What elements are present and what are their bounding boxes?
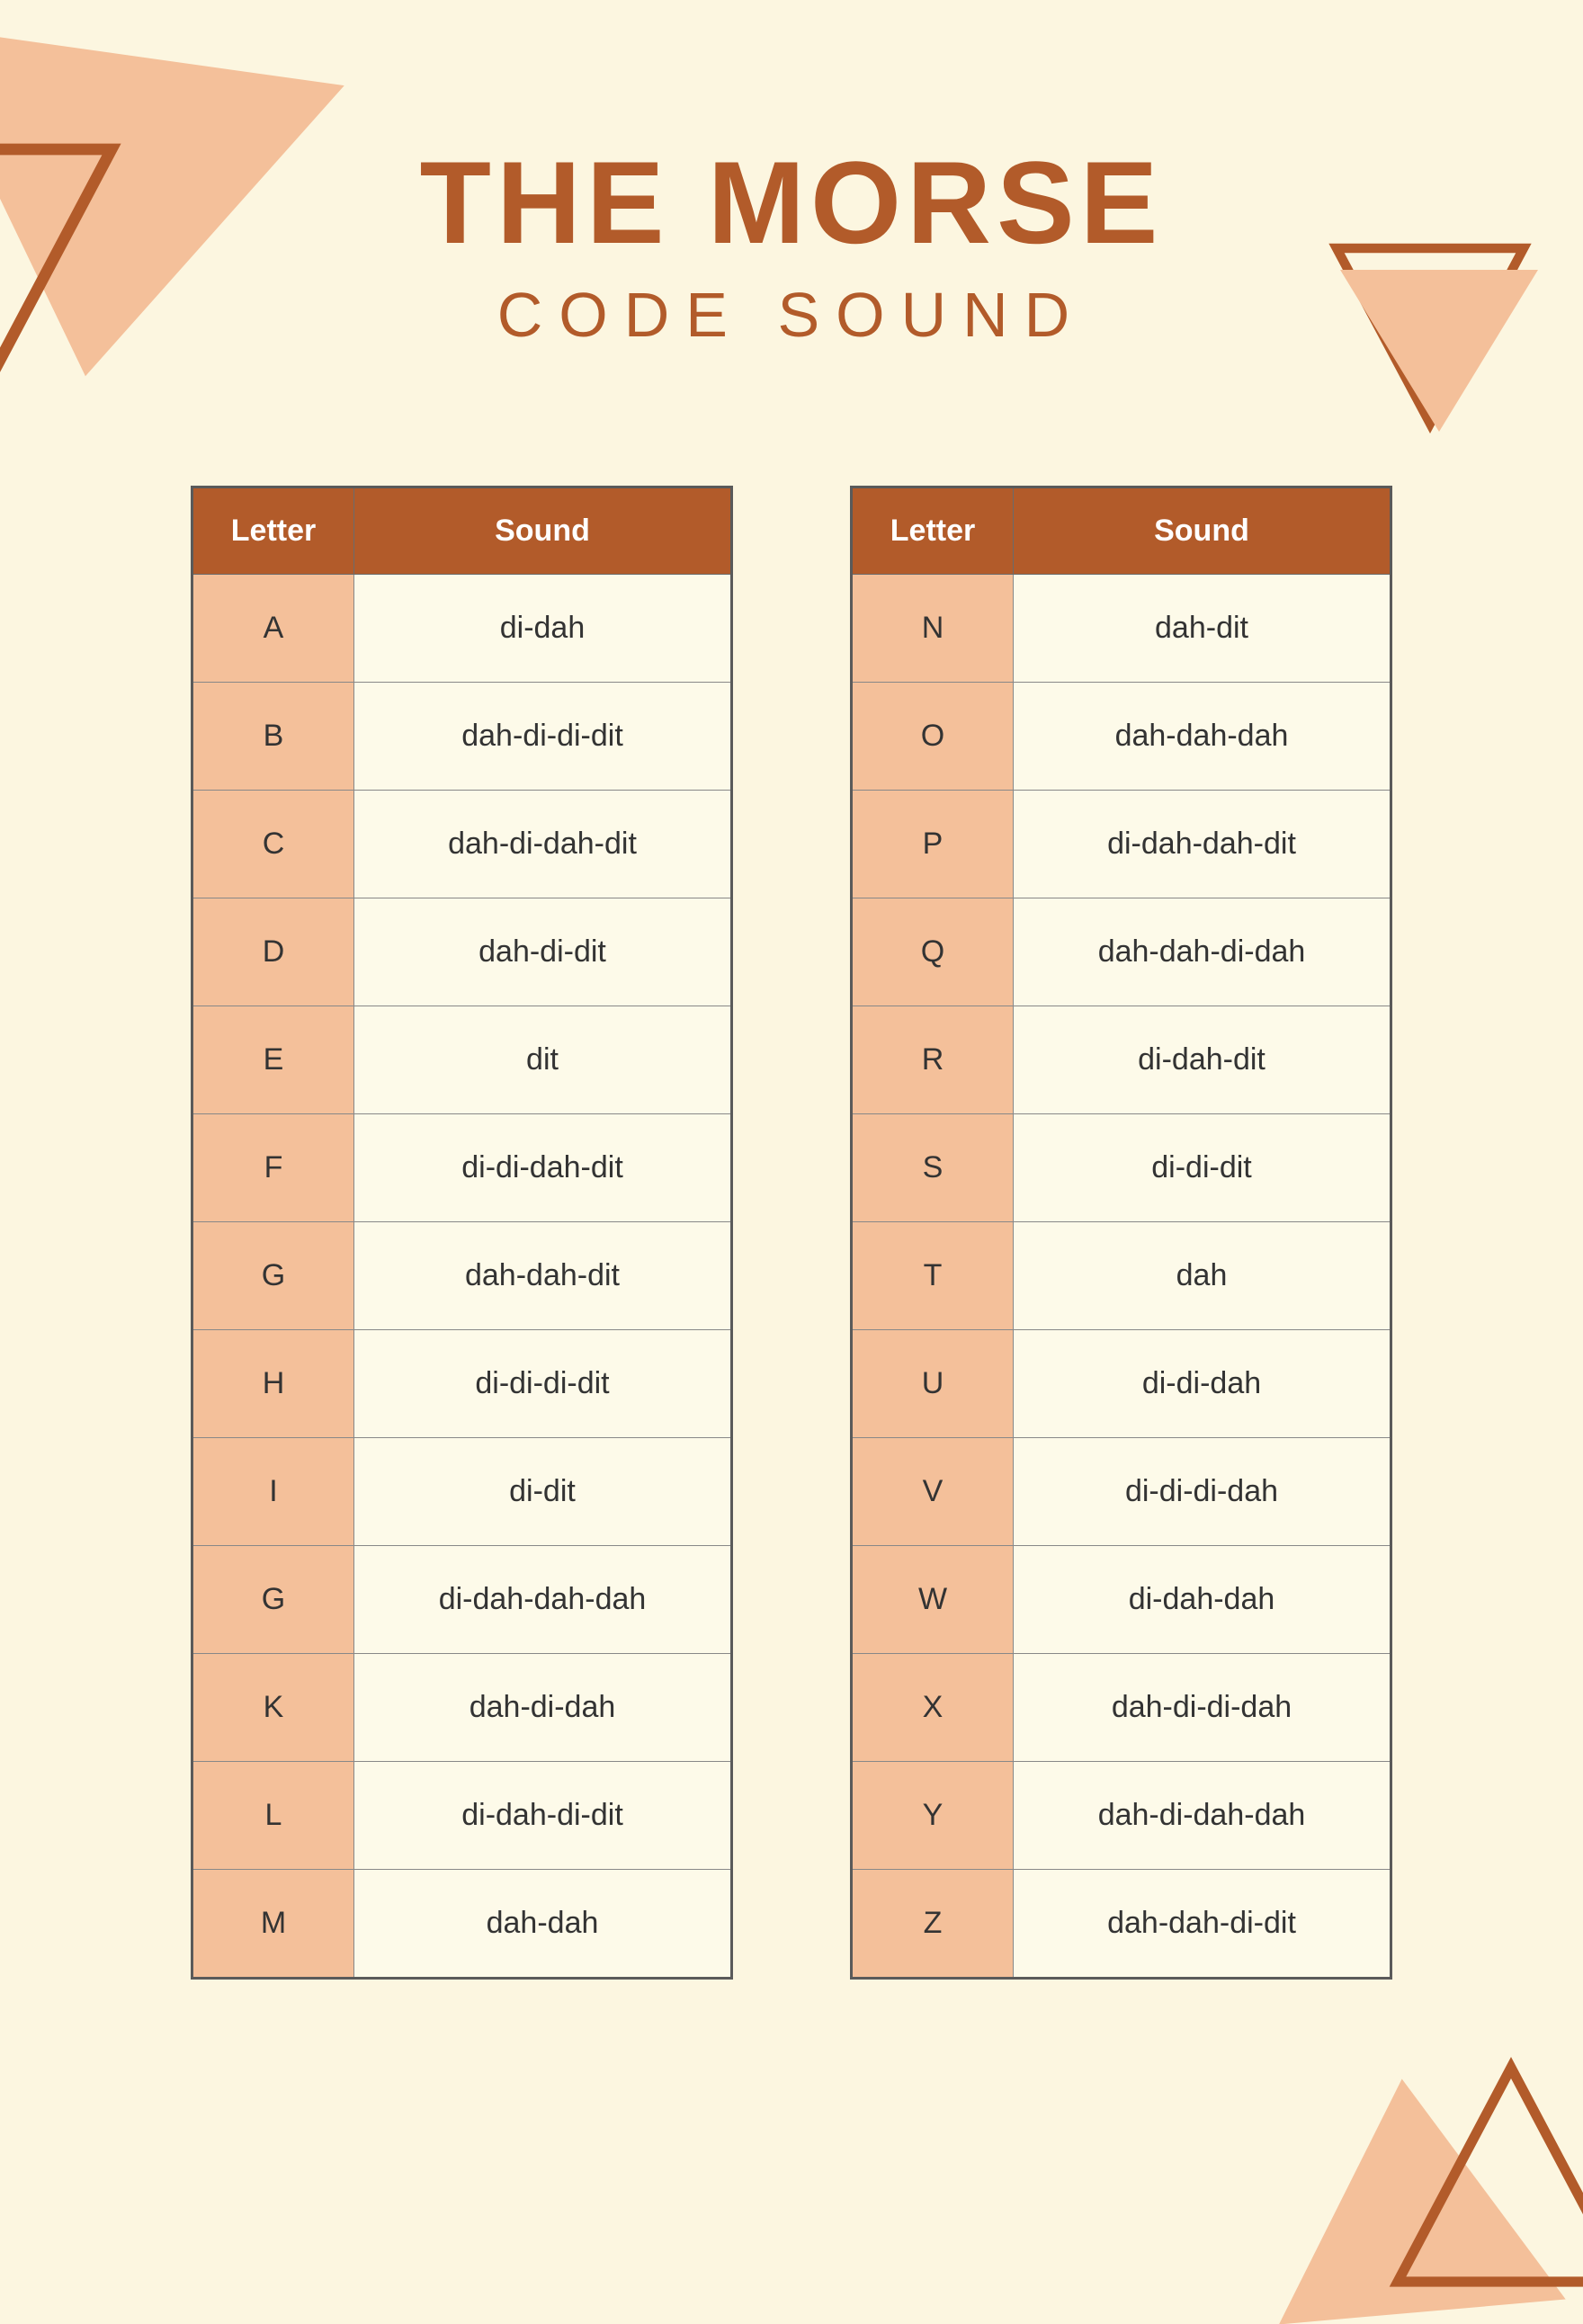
sound-cell: di-dah-dit <box>1014 1006 1391 1114</box>
table-row: Gdi-dah-dah-dah <box>192 1546 732 1654</box>
sound-cell: dah-di-dit <box>354 898 732 1006</box>
morse-table-left: Letter Sound Adi-dahBdah-di-di-ditCdah-d… <box>191 486 733 1980</box>
letter-cell: X <box>852 1654 1014 1762</box>
table-row: Udi-di-dah <box>852 1330 1391 1438</box>
letter-cell: O <box>852 683 1014 791</box>
table-row: Xdah-di-di-dah <box>852 1654 1391 1762</box>
letter-cell: N <box>852 575 1014 683</box>
table-row: Hdi-di-di-dit <box>192 1330 732 1438</box>
triangle-bottom-right-outline <box>1385 2042 1583 2294</box>
col-header-sound: Sound <box>1014 487 1391 575</box>
letter-cell: T <box>852 1222 1014 1330</box>
table-row: Qdah-dah-di-dah <box>852 898 1391 1006</box>
sound-cell: di-dit <box>354 1438 732 1546</box>
table-row: Ldi-dah-di-dit <box>192 1762 732 1870</box>
letter-cell: Y <box>852 1762 1014 1870</box>
sound-cell: dit <box>354 1006 732 1114</box>
table-row: Wdi-dah-dah <box>852 1546 1391 1654</box>
table-row: Ndah-dit <box>852 575 1391 683</box>
table-row: Bdah-di-di-dit <box>192 683 732 791</box>
table-row: Pdi-dah-dah-dit <box>852 791 1391 898</box>
sound-cell: dah-dit <box>1014 575 1391 683</box>
table-row: Edit <box>192 1006 732 1114</box>
letter-cell: W <box>852 1546 1014 1654</box>
letter-cell: G <box>192 1222 354 1330</box>
letter-cell: P <box>852 791 1014 898</box>
sound-cell: di-dah <box>354 575 732 683</box>
letter-cell: H <box>192 1330 354 1438</box>
table-row: Vdi-di-di-dah <box>852 1438 1391 1546</box>
letter-cell: Q <box>852 898 1014 1006</box>
table-row: Odah-dah-dah <box>852 683 1391 791</box>
triangle-top-right-solid <box>1340 270 1538 432</box>
sound-cell: di-dah-di-dit <box>354 1762 732 1870</box>
sound-cell: dah-di-di-dah <box>1014 1654 1391 1762</box>
letter-cell: V <box>852 1438 1014 1546</box>
table-row: Zdah-dah-di-dit <box>852 1870 1391 1979</box>
table-row: Sdi-di-dit <box>852 1114 1391 1222</box>
table-row: Adi-dah <box>192 575 732 683</box>
sound-cell: dah-dah-di-dah <box>1014 898 1391 1006</box>
letter-cell: A <box>192 575 354 683</box>
letter-cell: R <box>852 1006 1014 1114</box>
letter-cell: C <box>192 791 354 898</box>
sound-cell: di-dah-dah-dah <box>354 1546 732 1654</box>
sound-cell: dah-dah-dah <box>1014 683 1391 791</box>
col-header-sound: Sound <box>354 487 732 575</box>
sound-cell: di-di-dah <box>1014 1330 1391 1438</box>
table-row: Mdah-dah <box>192 1870 732 1979</box>
table-row: Ydah-di-dah-dah <box>852 1762 1391 1870</box>
sound-cell: dah-di-dah <box>354 1654 732 1762</box>
sound-cell: di-di-dah-dit <box>354 1114 732 1222</box>
letter-cell: F <box>192 1114 354 1222</box>
sound-cell: dah <box>1014 1222 1391 1330</box>
sound-cell: dah-di-dah-dah <box>1014 1762 1391 1870</box>
letter-cell: K <box>192 1654 354 1762</box>
letter-cell: Z <box>852 1870 1014 1979</box>
sound-cell: dah-dah <box>354 1870 732 1979</box>
letter-cell: M <box>192 1870 354 1979</box>
sound-cell: di-dah-dah <box>1014 1546 1391 1654</box>
sound-cell: dah-di-di-dit <box>354 683 732 791</box>
sound-cell: di-di-di-dah <box>1014 1438 1391 1546</box>
table-row: Kdah-di-dah <box>192 1654 732 1762</box>
letter-cell: I <box>192 1438 354 1546</box>
sound-cell: dah-dah-dit <box>354 1222 732 1330</box>
letter-cell: B <box>192 683 354 791</box>
table-row: Tdah <box>852 1222 1391 1330</box>
letter-cell: D <box>192 898 354 1006</box>
sound-cell: di-dah-dah-dit <box>1014 791 1391 898</box>
letter-cell: U <box>852 1330 1014 1438</box>
table-row: Rdi-dah-dit <box>852 1006 1391 1114</box>
table-row: Ddah-di-dit <box>192 898 732 1006</box>
letter-cell: S <box>852 1114 1014 1222</box>
table-row: Gdah-dah-dit <box>192 1222 732 1330</box>
table-row: Cdah-di-dah-dit <box>192 791 732 898</box>
col-header-letter: Letter <box>852 487 1014 575</box>
sound-cell: di-di-dit <box>1014 1114 1391 1222</box>
col-header-letter: Letter <box>192 487 354 575</box>
sound-cell: dah-dah-di-dit <box>1014 1870 1391 1979</box>
table-row: Fdi-di-dah-dit <box>192 1114 732 1222</box>
letter-cell: E <box>192 1006 354 1114</box>
sound-cell: di-di-di-dit <box>354 1330 732 1438</box>
triangle-top-left-outline <box>0 135 126 423</box>
letter-cell: L <box>192 1762 354 1870</box>
letter-cell: G <box>192 1546 354 1654</box>
morse-table-right: Letter Sound Ndah-ditOdah-dah-dahPdi-dah… <box>850 486 1392 1980</box>
sound-cell: dah-di-dah-dit <box>354 791 732 898</box>
table-row: Idi-dit <box>192 1438 732 1546</box>
tables-container: Letter Sound Adi-dahBdah-di-di-ditCdah-d… <box>0 486 1583 1980</box>
